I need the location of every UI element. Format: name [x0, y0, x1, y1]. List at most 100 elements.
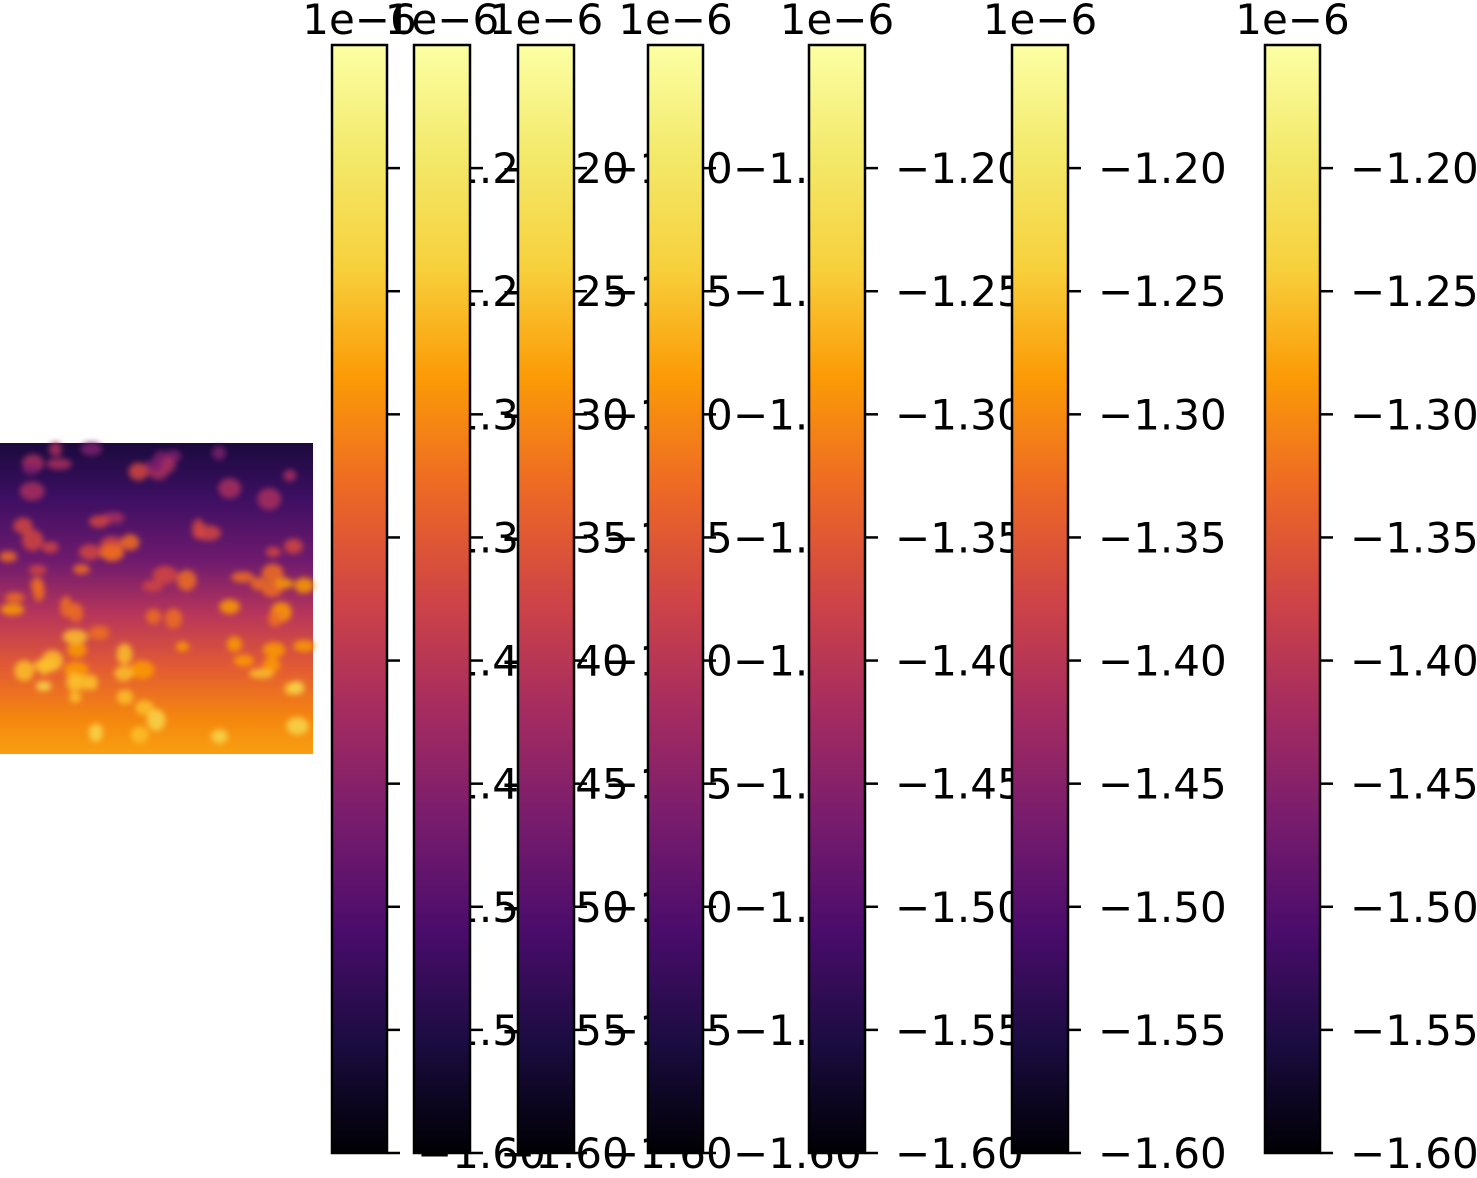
- colorbar-tick-label: −1.35: [1350, 513, 1477, 562]
- heatmap-blob: [21, 529, 44, 552]
- heatmap-blob: [88, 723, 103, 742]
- heatmap-blob: [219, 599, 240, 614]
- heatmap-blob: [226, 636, 242, 652]
- colorbar-gradient: [807, 43, 867, 1155]
- colorbar-tick-label: −1.35: [895, 513, 1024, 562]
- heatmap-blob: [262, 642, 286, 658]
- colorbar-multiplier-label: 1e−6: [618, 0, 732, 44]
- colorbar-tick-label: −1.25: [1098, 267, 1227, 316]
- colorbar-tick-label: −1.30: [895, 390, 1024, 439]
- heatmap-blob: [249, 668, 274, 679]
- colorbar-gradient: [646, 43, 705, 1155]
- heatmap-blob: [130, 726, 149, 744]
- colorbar-multiplier-label: 1e−6: [385, 0, 499, 44]
- heatmap-blob: [289, 681, 305, 695]
- heatmap-blob: [147, 709, 166, 731]
- heatmap-blob: [231, 571, 255, 583]
- heatmap-blob: [19, 481, 45, 501]
- colorbar-multiplier-label: 1e−6: [1235, 0, 1349, 44]
- heatmap-blob: [129, 660, 155, 680]
- colorbar-tick-label: −1.60: [1350, 1129, 1477, 1178]
- heatmap-blob: [284, 538, 303, 554]
- heatmap-blob: [161, 456, 176, 473]
- heatmap-blob: [78, 544, 102, 561]
- heatmap-blob: [88, 625, 110, 641]
- colorbar-gradient: [516, 43, 576, 1155]
- heatmap-blob: [42, 541, 59, 554]
- colorbar-6: −1.20 −1.25 −1.30 −1.35 −1.40 −1.45 −1.50 −1.55…: [983, 0, 1227, 1178]
- colorbar-7: −1.20 −1.25 −1.30 −1.35 −1.40 −1.45 −1.50 −1.55…: [1235, 0, 1477, 1178]
- heatmap-blob: [30, 577, 44, 592]
- colorbar-tick-label: −1.45: [895, 760, 1024, 809]
- heatmap-blob: [128, 462, 149, 481]
- heatmap-blob: [35, 681, 52, 692]
- heatmap-blob: [62, 629, 88, 645]
- heatmap-blob: [263, 657, 281, 673]
- heatmap-blob: [0, 603, 25, 616]
- heatmap-blob: [218, 478, 242, 499]
- heatmap-blob: [261, 563, 284, 583]
- colorbar-tick-label: −1.20: [1350, 144, 1477, 193]
- heatmap-blob: [164, 608, 183, 629]
- colorbar-gradient: [1010, 43, 1070, 1155]
- heatmap-image: [0, 441, 315, 754]
- colorbar-tick-label: −1.35: [1098, 513, 1227, 562]
- heatmap-blob: [68, 691, 82, 703]
- heatmap-blob: [293, 640, 315, 652]
- heatmap-blob: [80, 442, 103, 456]
- colorbar-tick-label: −1.25: [895, 267, 1024, 316]
- colorbar-tick-label: −1.50: [895, 883, 1024, 932]
- heatmap-blob: [145, 609, 162, 625]
- colorbar-gradient: [1263, 43, 1322, 1155]
- heatmap-blob: [265, 546, 282, 558]
- heatmap-blob: [89, 515, 109, 528]
- colorbar-gradient: [412, 43, 472, 1155]
- colorbar-tick-label: −1.20: [895, 144, 1024, 193]
- heatmap-blob: [114, 665, 134, 682]
- colorbar-tick-label: −1.55: [1098, 1006, 1227, 1055]
- colorbar-gradient: [330, 43, 389, 1155]
- heatmap-blob: [175, 641, 190, 652]
- heatmap-blob: [73, 564, 90, 575]
- colorbar-tick-label: −1.50: [1350, 883, 1477, 932]
- heatmap-blob: [4, 592, 25, 603]
- heatmap-blob: [22, 464, 39, 475]
- heatmap-blob: [66, 672, 82, 692]
- heatmap-blob: [121, 534, 140, 551]
- heatmap-blob: [176, 570, 197, 591]
- heatmap-blob: [268, 611, 283, 627]
- colorbar-tick-label: −1.60: [1098, 1129, 1227, 1178]
- heatmap-blob: [0, 551, 18, 563]
- heatmap-blob: [59, 596, 73, 618]
- colorbar-multiplier-label: 1e−6: [983, 0, 1097, 44]
- heatmap-blob: [66, 642, 87, 658]
- colorbar-tick-label: −1.30: [1350, 390, 1477, 439]
- heatmap-blob: [100, 544, 124, 562]
- colorbar-tick-label: −1.55: [895, 1006, 1024, 1055]
- heatmap-blob: [211, 729, 228, 744]
- colorbar-5: −1.20 −1.25 −1.30 −1.35 −1.40 −1.45 −1.50 −1.55…: [780, 0, 1024, 1178]
- colorbar-tick-label: −1.45: [1098, 760, 1227, 809]
- colorbar-tick-label: −1.60: [895, 1129, 1024, 1178]
- heatmap-blob: [250, 577, 267, 591]
- colorbar-multiplier-label: 1e−6: [489, 0, 603, 44]
- heatmap-blob: [257, 488, 282, 510]
- colorbar-tick-label: −1.50: [1098, 883, 1227, 932]
- heatmap-blob: [48, 441, 63, 457]
- heatmap-blob: [286, 717, 309, 735]
- heatmap-blob: [33, 658, 60, 673]
- heatmap-blob: [14, 660, 35, 682]
- heatmap-blob: [294, 577, 315, 594]
- heatmap-blob: [68, 603, 84, 623]
- colorbars-group: −1.20 −1.25 −1.30 −1.35 −1.40 −1.45 −1.50 −1.55…: [302, 0, 1477, 1178]
- heatmap-blob: [116, 643, 133, 665]
- heatmap-blob: [142, 580, 163, 592]
- heatmap-blob: [28, 564, 47, 576]
- heatmap-blob: [152, 566, 178, 584]
- heatmap-blob: [191, 518, 205, 540]
- heatmap-blob: [212, 446, 226, 460]
- colorbar-2: −1.20−1.25−1.30−1.35−1.40−1.45−1.50−1.55…: [385, 0, 629, 1178]
- colorbar-tick-label: −1.30: [1098, 390, 1227, 439]
- colorbar-tick-label: −1.20: [1098, 144, 1227, 193]
